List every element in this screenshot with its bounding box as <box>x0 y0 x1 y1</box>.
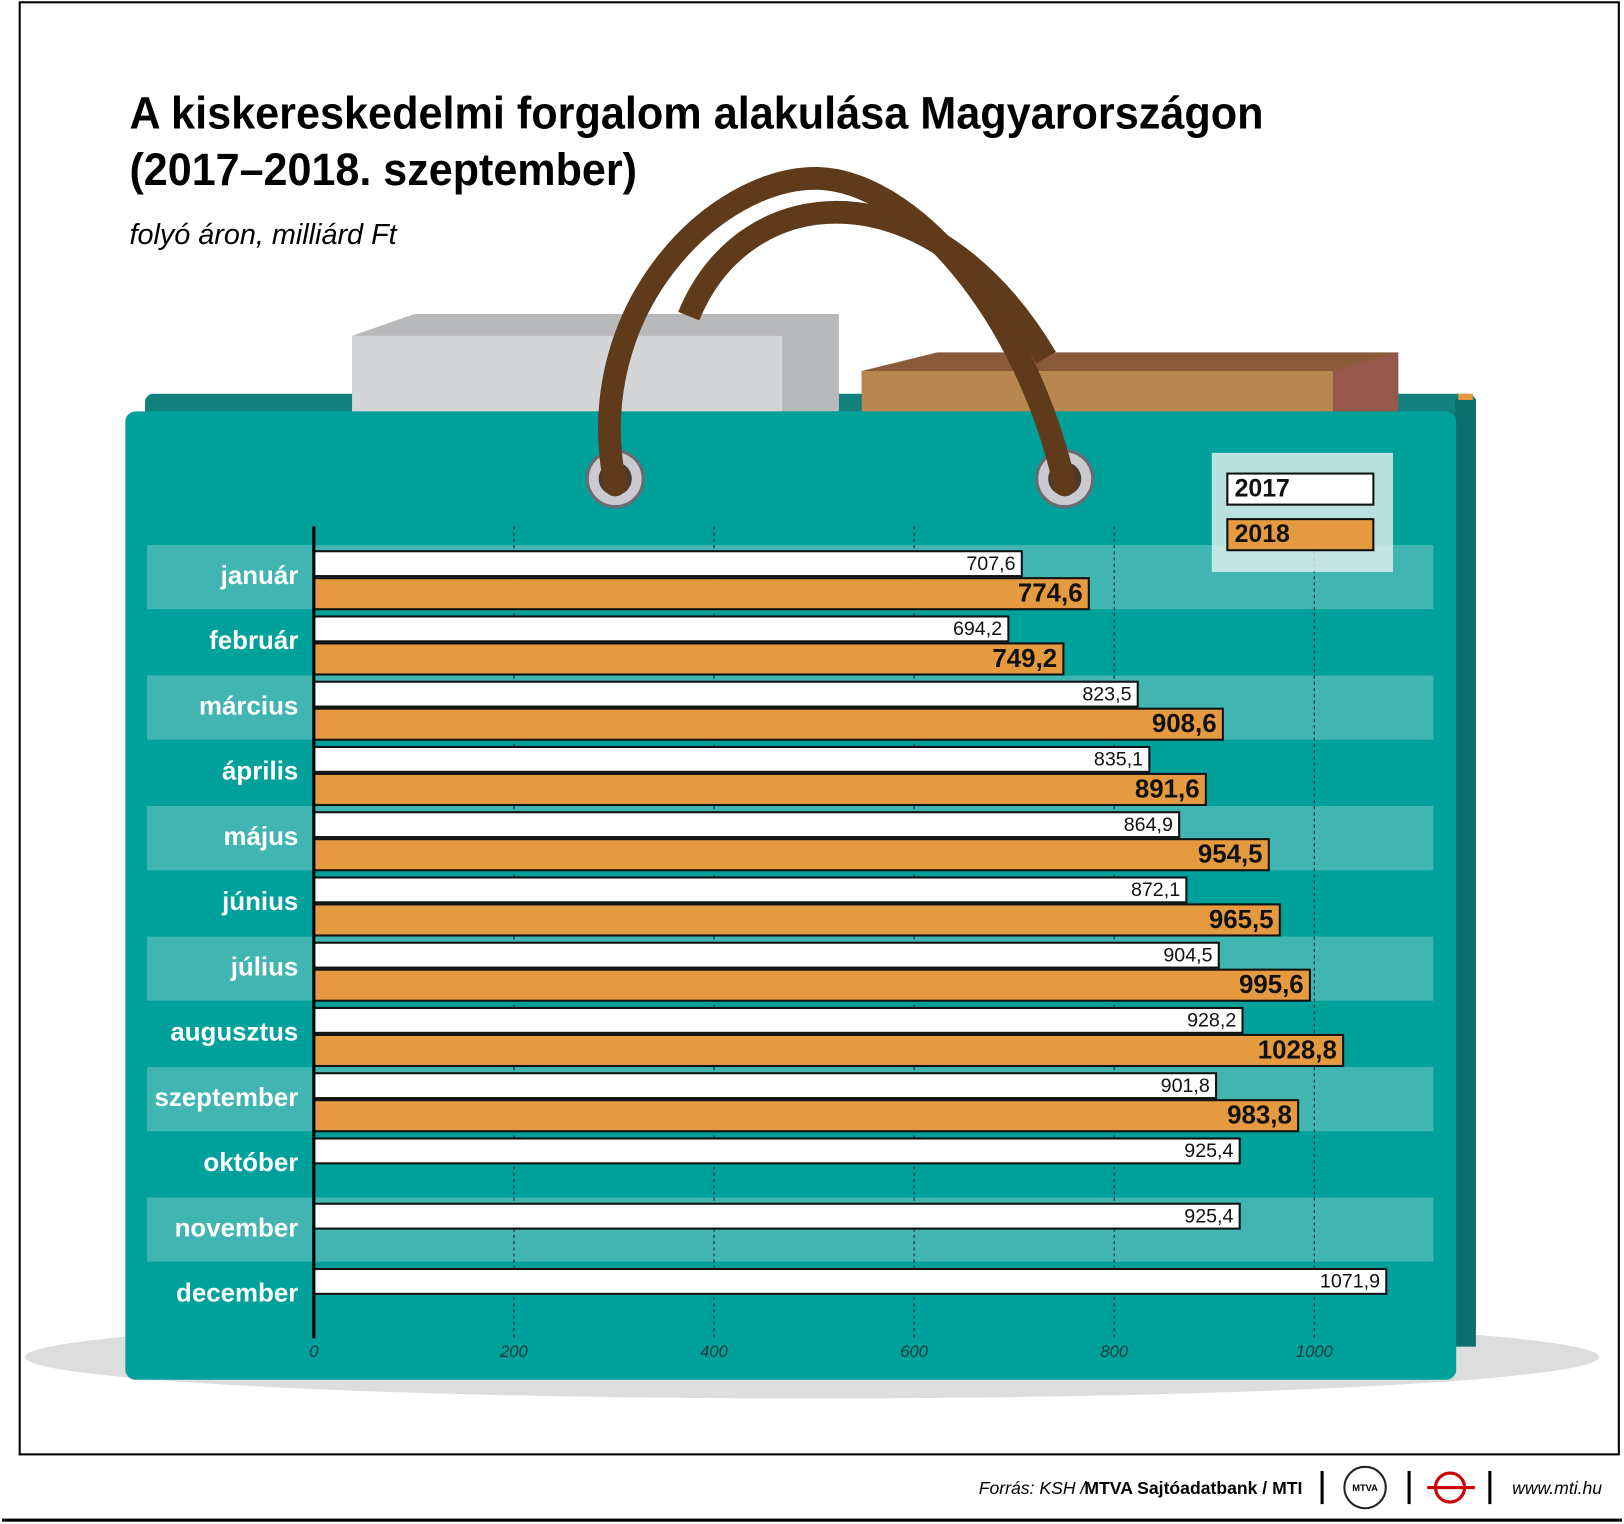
x-tick-label: 0 <box>309 1342 319 1361</box>
bar <box>312 1006 1244 1034</box>
bar <box>312 968 1311 1002</box>
bottom-rule <box>2 1518 1622 1522</box>
bar <box>312 1267 1388 1295</box>
legend-label: 2018 <box>1235 521 1290 548</box>
chart-subtitle: folyó áron, milliárd Ft <box>129 219 398 251</box>
value-label: 901,8 <box>1161 1075 1210 1097</box>
separator <box>1488 1470 1492 1505</box>
box-brown <box>861 371 1333 412</box>
y-tick-label: augusztus <box>170 1019 298 1047</box>
value-label: 864,9 <box>1124 814 1173 836</box>
x-tick-label: 1000 <box>1296 1342 1334 1361</box>
source: Forrás: KSH / <box>979 1478 1088 1498</box>
bar <box>312 903 1281 937</box>
y-tick-label: szeptember <box>154 1084 298 1112</box>
bar <box>312 772 1207 807</box>
value-label: 1071,9 <box>1320 1271 1380 1293</box>
bar <box>312 707 1224 741</box>
bar <box>312 680 1139 708</box>
value-label: 835,1 <box>1094 749 1143 771</box>
y-tick-label: november <box>175 1214 299 1242</box>
bar <box>312 1072 1218 1100</box>
source: MTVA Sajtóadatbank / MTI <box>1084 1478 1302 1498</box>
bar <box>312 811 1181 839</box>
value-label: 823,5 <box>1082 683 1131 705</box>
bar <box>312 838 1270 872</box>
value-label: 965,5 <box>1209 906 1274 934</box>
legend-label: 2017 <box>1235 476 1290 503</box>
handle-back <box>678 201 1056 364</box>
y-tick-label: június <box>221 888 298 916</box>
value-label: 925,4 <box>1184 1205 1233 1227</box>
box-grey <box>352 335 782 412</box>
value-label: 908,6 <box>1152 710 1217 738</box>
value-label: 925,4 <box>1184 1140 1233 1162</box>
bar <box>312 745 1151 773</box>
logo-text: MTVA <box>1352 1483 1378 1493</box>
box-brown-side <box>1332 352 1399 412</box>
value-label: 954,5 <box>1198 841 1263 869</box>
y-tick-label: december <box>176 1280 298 1308</box>
y-tick-label: július <box>230 953 299 981</box>
y-tick-label: március <box>199 692 298 720</box>
value-label: 707,6 <box>966 553 1015 575</box>
bar <box>312 1033 1345 1068</box>
chart-title: (2017–2018. szeptember) <box>129 144 637 195</box>
value-label: 891,6 <box>1135 775 1200 803</box>
bar <box>312 876 1188 904</box>
handle-front <box>598 166 1077 497</box>
value-label: 928,2 <box>1187 1010 1236 1032</box>
x-tick-label: 800 <box>1100 1342 1128 1361</box>
y-tick-label: május <box>223 823 298 851</box>
value-label: 694,2 <box>953 618 1002 640</box>
bar <box>312 577 1090 611</box>
y-tick-label: január <box>220 562 299 590</box>
value-label: 872,1 <box>1131 879 1180 901</box>
separator <box>1320 1470 1324 1505</box>
bag-side <box>1455 398 1476 1347</box>
bar <box>312 1202 1241 1230</box>
bar <box>312 615 1010 643</box>
logo <box>1343 1465 1387 1510</box>
bar <box>312 941 1220 969</box>
value-label: 774,6 <box>1018 580 1083 608</box>
bar <box>312 1099 1300 1133</box>
x-tick-label: 400 <box>700 1342 728 1361</box>
website: www.mti.hu <box>1512 1478 1602 1498</box>
y-tick-label: április <box>222 758 298 786</box>
y-tick-label: február <box>209 627 298 655</box>
legend-swatch <box>1226 518 1375 552</box>
legend-box <box>1211 452 1394 572</box>
x-tick-label: 200 <box>499 1342 528 1361</box>
legend-swatch <box>1226 472 1375 506</box>
x-tick-label: 600 <box>900 1342 928 1361</box>
separator <box>1407 1470 1411 1505</box>
chart-title: A kiskereskedelmi forgalom alakulása Mag… <box>129 87 1263 138</box>
value-label: 749,2 <box>992 645 1057 673</box>
value-label: 904,5 <box>1163 944 1212 966</box>
y-tick-label: október <box>203 1149 298 1177</box>
value-label: 983,8 <box>1227 1102 1292 1130</box>
bag-edge <box>1458 393 1473 401</box>
value-label: 995,6 <box>1239 971 1304 999</box>
bar <box>312 550 1023 578</box>
bar <box>312 642 1065 676</box>
value-label: 1028,8 <box>1258 1036 1337 1064</box>
bar <box>312 1137 1241 1165</box>
